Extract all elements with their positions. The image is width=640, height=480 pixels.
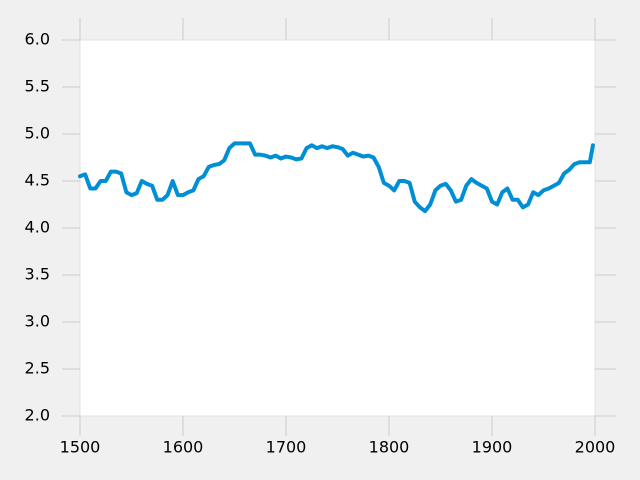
y-tick-label: 3.0 — [25, 312, 50, 331]
line — [78, 141, 595, 214]
x-tick-label: 1600 — [163, 438, 204, 457]
plot-area — [79, 39, 596, 417]
y-tick-label: 4.5 — [25, 171, 50, 190]
x-tick-label: 1500 — [60, 438, 101, 457]
y-tick-label: 3.5 — [25, 265, 50, 284]
x-tick-label: 1900 — [472, 438, 513, 457]
x-tick-label: 1800 — [369, 438, 410, 457]
y-tick-label: 4.0 — [25, 218, 50, 237]
y-tick-label: 2.0 — [25, 406, 50, 425]
y-tick-label: 5.5 — [25, 77, 50, 96]
x-tick-label: 1700 — [266, 438, 307, 457]
y-tick-label: 6.0 — [25, 30, 50, 49]
y-tick-label: 5.0 — [25, 124, 50, 143]
x-tick-label: 2000 — [575, 438, 616, 457]
y-tick-label: 2.5 — [25, 359, 50, 378]
